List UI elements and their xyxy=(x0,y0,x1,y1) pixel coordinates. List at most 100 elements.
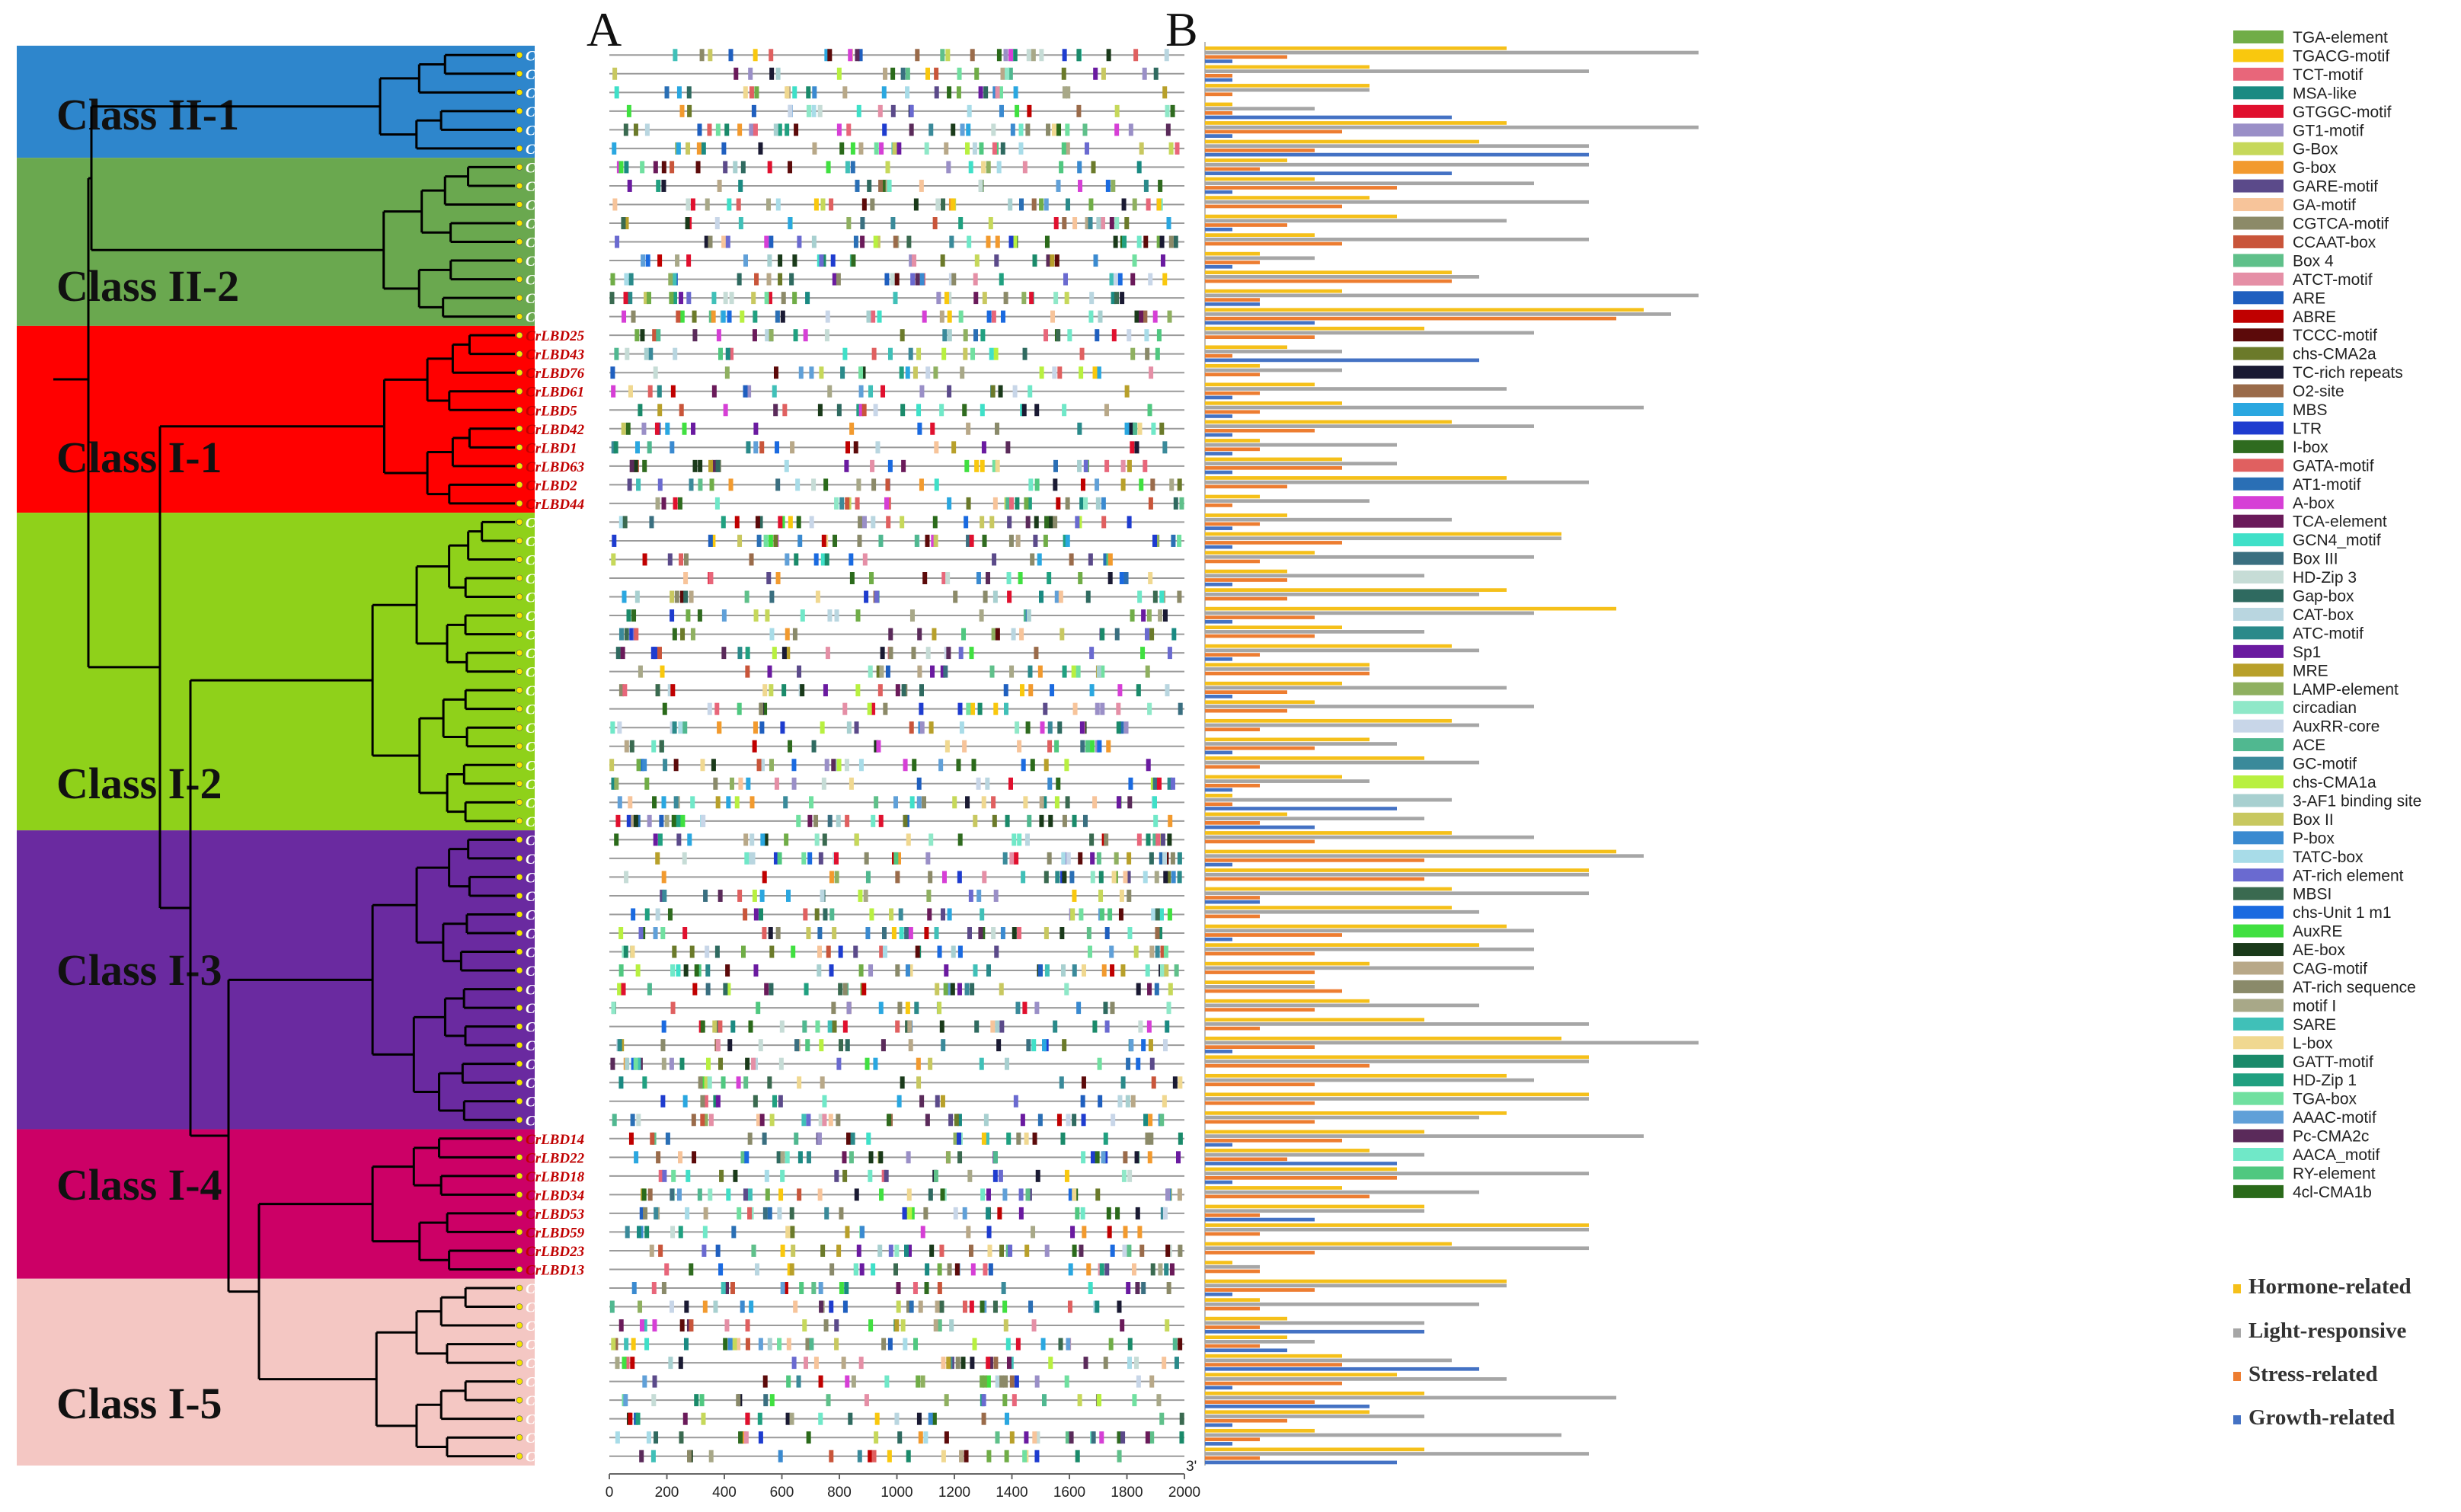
motif-box xyxy=(885,161,890,174)
bar-hormone-related xyxy=(1205,663,1370,667)
gene-marker-dot xyxy=(516,1172,523,1180)
motif-box xyxy=(696,142,702,155)
bar-light-responsive xyxy=(1205,966,1534,970)
motif-box xyxy=(1051,123,1056,136)
motif-box xyxy=(823,908,828,921)
motif-box xyxy=(684,1300,689,1313)
motif-box xyxy=(672,721,677,734)
motif-box xyxy=(1069,1431,1074,1444)
motif-box xyxy=(625,422,631,435)
motif-box xyxy=(839,497,845,510)
motif-box xyxy=(845,497,850,510)
legend-swatch xyxy=(2233,1036,2284,1050)
gene-label: CrLBD32 xyxy=(526,1038,585,1054)
motif-box xyxy=(631,908,636,921)
motif-box xyxy=(1165,123,1171,136)
motif-box xyxy=(868,665,873,678)
motif-box xyxy=(689,590,694,603)
motif-box xyxy=(749,553,754,566)
motif-box xyxy=(1054,590,1060,603)
legend-label: GA-motif xyxy=(2293,197,2356,214)
motif-box xyxy=(887,1114,892,1127)
motif-box xyxy=(762,684,768,697)
motif-box xyxy=(1019,198,1024,211)
motif-box xyxy=(614,777,619,790)
motif-box xyxy=(875,441,881,454)
motif-box xyxy=(1159,1412,1165,1425)
motif-box xyxy=(845,441,851,454)
gene-label: CrLBD65 xyxy=(526,777,585,793)
motif-box xyxy=(947,385,952,398)
motif-box xyxy=(740,310,745,323)
motif-box xyxy=(1023,796,1028,809)
legend-label: GTGGC-motif xyxy=(2293,104,2392,121)
motif-box xyxy=(759,721,765,734)
motif-box xyxy=(869,572,874,584)
bar-stress-related xyxy=(1205,391,1260,395)
motif-box xyxy=(1088,1282,1093,1294)
motif-box xyxy=(1007,516,1012,529)
motif-box xyxy=(756,759,762,772)
gene-marker-dot xyxy=(516,705,523,712)
motif-box xyxy=(769,1394,775,1407)
motif-box xyxy=(673,796,679,809)
motif-box xyxy=(759,1114,765,1127)
motif-box xyxy=(937,1002,942,1015)
motif-box xyxy=(858,1357,864,1370)
motif-box xyxy=(1169,478,1175,491)
motif-box xyxy=(858,385,864,398)
motif-box xyxy=(682,852,687,865)
motif-box xyxy=(1143,871,1148,884)
motif-box xyxy=(932,516,938,529)
motif-box xyxy=(740,161,746,174)
motif-box xyxy=(827,814,833,827)
motif-box xyxy=(1083,459,1088,472)
motif-box xyxy=(953,590,958,603)
motif-box xyxy=(879,142,884,155)
motif-box xyxy=(968,1244,973,1257)
motif-box xyxy=(868,1319,874,1332)
motif-box xyxy=(1111,1114,1116,1127)
motif-box xyxy=(989,516,995,529)
motif-box xyxy=(1072,1188,1077,1201)
motif-box xyxy=(1160,945,1165,958)
motif-box xyxy=(1062,814,1067,827)
motif-box xyxy=(857,1450,862,1462)
bar-hormone-related xyxy=(1205,308,1644,312)
motif-box xyxy=(864,852,869,865)
legend-label: Box 4 xyxy=(2293,252,2334,270)
motif-box xyxy=(669,1057,674,1070)
motif-box xyxy=(789,1207,794,1220)
motif-box xyxy=(909,1300,914,1313)
motif-box xyxy=(713,1300,718,1313)
gene-marker-dot xyxy=(516,1041,523,1049)
motif-box xyxy=(836,1057,842,1070)
motif-box xyxy=(797,1188,802,1201)
motif-box xyxy=(1149,628,1155,641)
motif-box xyxy=(829,964,834,977)
motif-box xyxy=(778,273,783,286)
bar-light-responsive xyxy=(1205,947,1534,951)
bar-light-responsive xyxy=(1205,1003,1479,1008)
motif-box xyxy=(842,1151,847,1164)
gene-marker-dot xyxy=(516,257,523,264)
motif-box xyxy=(874,142,879,155)
motif-box xyxy=(762,1375,768,1388)
motif-box xyxy=(934,67,939,80)
motif-box xyxy=(754,273,759,286)
motif-box xyxy=(1050,310,1056,323)
motif-box xyxy=(1140,647,1146,660)
bar-hormone-related xyxy=(1205,551,1315,555)
motif-box xyxy=(854,721,859,734)
motif-box xyxy=(944,292,949,305)
motif-box xyxy=(1121,1169,1127,1182)
motif-box xyxy=(700,1114,705,1127)
motif-box xyxy=(811,478,817,491)
bar-growth-related xyxy=(1205,1442,1232,1446)
gene-marker-dot xyxy=(516,369,523,376)
motif-box xyxy=(1079,347,1085,360)
motif-box xyxy=(934,441,939,454)
bar-hormone-related xyxy=(1205,84,1370,88)
motif-box xyxy=(928,1188,933,1201)
motif-box xyxy=(919,721,925,734)
